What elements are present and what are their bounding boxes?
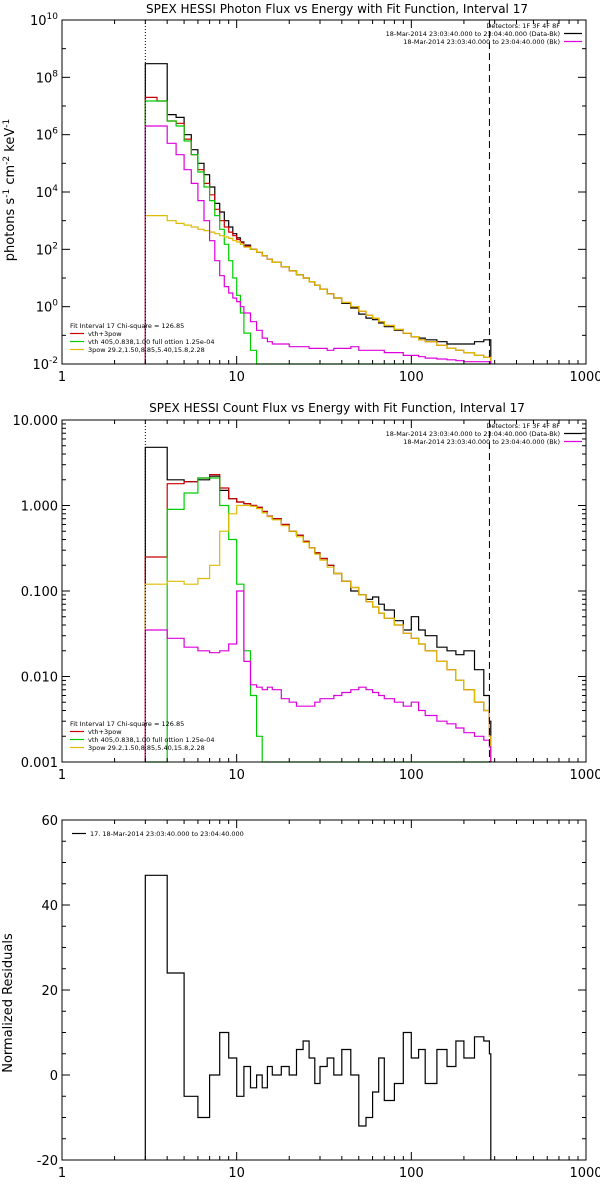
residuals-series-group	[144, 874, 492, 1160]
residuals-legend: 17. 18-Mar-2014 23:03:40.000 to 23:04:40…	[72, 830, 244, 838]
photon-flux-y-tick-label: 1010	[30, 12, 58, 29]
residuals-panel: 1 10 100 1000 -20 0 20 40 60 Normalized Residual…	[1, 814, 600, 1181]
photon-flux-fit-legend-label: vth 405,0.838,1.00 full ottion 1.25e-04	[88, 338, 214, 346]
residuals-x-tick-label: 10	[228, 1166, 245, 1181]
photon-flux-x-tick-label: 1	[58, 370, 66, 385]
photon-flux-panel: SPEX HESSI Photon Flux vs Energy with Fi…	[2, 2, 600, 385]
count-flux-fit-legend: Fit Interval 17 Chi-square = 126.85vth+3…	[70, 720, 214, 752]
photon-flux-title: SPEX HESSI Photon Flux vs Energy with Fi…	[146, 2, 528, 16]
photon-flux-fit-legend: Fit Interval 17 Chi-square = 126.85vth+3…	[70, 322, 214, 354]
count-flux-reference-lines	[144, 420, 490, 762]
photon-flux-series-bk	[144, 125, 492, 364]
count-flux-title: SPEX HESSI Count Flux vs Energy with Fit…	[149, 401, 525, 415]
count-flux-y-tick-label: 0.100	[21, 585, 58, 600]
photon-flux-y-tick-label: 108	[36, 69, 59, 86]
residuals-axes: 1 10 100 1000 -20 0 20 40 60	[37, 814, 600, 1181]
photon-flux-series-3pow	[144, 215, 492, 364]
photon-flux-x-tick-label: 1000	[569, 370, 600, 385]
count-flux-x-tick-label: 1	[58, 768, 66, 783]
residuals-y-tick-label: 20	[41, 984, 58, 999]
photon-flux-detector-legend-header: Detectors: 1F 3F 4F 8F	[486, 22, 560, 30]
photon-flux-y-tick-label: 102	[36, 241, 58, 258]
count-flux-plot-frame	[61, 419, 587, 763]
residuals-y-tick-label: -20	[37, 1154, 58, 1169]
photon-flux-fit-legend-header: Fit Interval 17 Chi-square = 126.85	[70, 322, 184, 330]
count-flux-fit-legend-header: Fit Interval 17 Chi-square = 126.85	[70, 720, 184, 728]
photon-flux-series-vth	[144, 100, 491, 365]
photon-flux-series-data-bk	[144, 63, 492, 364]
residuals-y-tick-label: 40	[41, 899, 58, 914]
count-flux-detector-legend-label: 18-Mar-2014 23:03:40.000 to 23:04:40.000…	[403, 438, 560, 446]
photon-flux-fit-legend-label: 3pow 29.2,1.50,8.85,5.40,15.8,2.28	[88, 346, 205, 354]
count-flux-x-tick-label: 100	[399, 768, 424, 783]
count-flux-x-tick-label: 10	[228, 768, 245, 783]
count-flux-series-bk	[144, 590, 492, 762]
count-flux-fit-legend-label: vth+3pow	[88, 728, 122, 736]
photon-flux-reference-lines	[144, 20, 490, 364]
residuals-y-tick-label: 0	[50, 1069, 58, 1084]
photon-flux-y-axis-label: photons s-1 cm-2 keV-1	[2, 119, 18, 261]
photon-flux-series-group	[144, 63, 492, 365]
residuals-series-17-18-mar-2014-23-03-40-000-to-23-04-40-000	[144, 874, 492, 1160]
count-flux-y-tick-label: 10.000	[13, 414, 59, 429]
count-flux-series-vth	[145, 477, 491, 763]
photon-flux-y-tick-label: 10-2	[32, 356, 58, 373]
photon-flux-axes: 1 10 100 1000 10-2 100 102 104 106 108 1010	[30, 12, 600, 385]
count-flux-y-tick-label: 0.001	[21, 756, 58, 771]
residuals-x-tick-label: 1	[58, 1166, 66, 1181]
residuals-x-tick-label: 100	[399, 1166, 424, 1181]
residuals-plot-frame	[61, 819, 587, 1161]
photon-flux-fit-legend-label: vth+3pow	[88, 330, 122, 338]
photon-flux-y-tick-label: 100	[36, 299, 59, 316]
count-flux-series-vth-3pow	[144, 474, 492, 762]
count-flux-y-tick-label: 0.010	[21, 671, 58, 686]
residuals-x-tick-label: 1000	[569, 1166, 600, 1181]
count-flux-series-group	[144, 446, 492, 763]
residuals-y-tick-label: 60	[41, 814, 58, 829]
photon-flux-x-tick-label: 10	[228, 370, 245, 385]
count-flux-series-3pow	[144, 504, 492, 762]
residuals-y-axis-label: Normalized Residuals	[1, 933, 16, 1073]
count-flux-fit-legend-label: 3pow 29.2,1.50,8.85,5.40,15.8,2.28	[88, 744, 205, 752]
photon-flux-x-tick-label: 100	[399, 370, 424, 385]
count-flux-axes: 1 10 100 1000 0.001 0.010 0.100 1.000 10.000	[13, 414, 600, 783]
photon-flux-detector-legend-label: 18-Mar-2014 23:03:40.000 to 23:04:40.000…	[386, 30, 560, 38]
count-flux-x-tick-label: 1000	[569, 768, 600, 783]
count-flux-y-tick-label: 1.000	[21, 500, 58, 515]
photon-flux-plot-frame	[61, 19, 587, 365]
count-flux-series-data-bk	[144, 446, 492, 762]
photon-flux-y-tick-label: 106	[36, 127, 59, 144]
photon-flux-series-vth-3pow	[144, 96, 492, 364]
count-flux-fit-legend-label: vth 405,0.838,1.00 full ottion 1.25e-04	[88, 736, 214, 744]
count-flux-detector-legend-label: 18-Mar-2014 23:03:40.000 to 23:04:40.000…	[386, 430, 560, 438]
photon-flux-y-tick-label: 104	[36, 184, 59, 201]
count-flux-panel: SPEX HESSI Count Flux vs Energy with Fit…	[13, 401, 600, 783]
photon-flux-detector-legend-label: 18-Mar-2014 23:03:40.000 to 23:04:40.000…	[403, 38, 560, 46]
count-flux-detector-legend-header: Detectors: 1F 3F 4F 8F	[486, 422, 560, 430]
residuals-legend-label: 17. 18-Mar-2014 23:03:40.000 to 23:04:40…	[90, 830, 244, 838]
